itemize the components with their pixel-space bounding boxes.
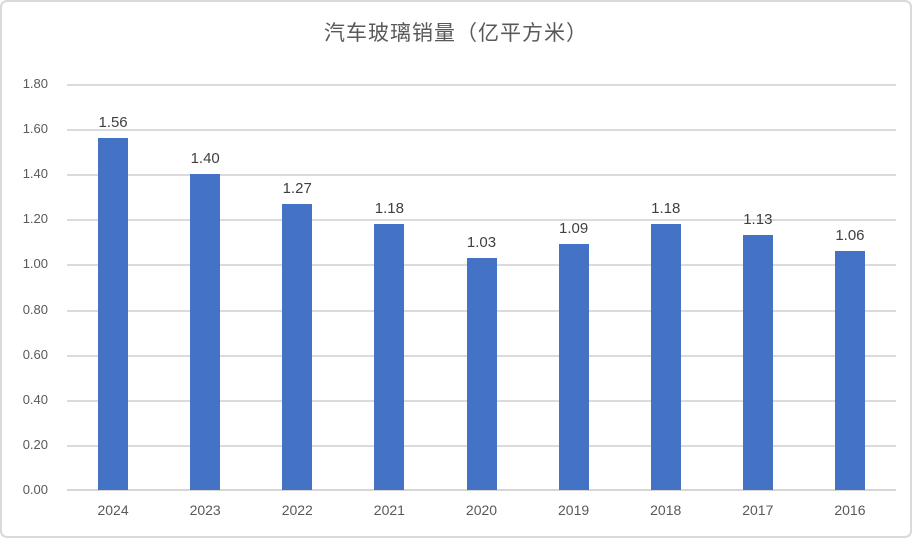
y-axis-tick-label: 1.40 (22, 166, 48, 182)
y-axis-tick-label: 0.00 (22, 482, 48, 497)
bar-value-label: 1.18 (651, 199, 681, 217)
bar-value-label: 1.27 (282, 179, 312, 197)
bar-value-label: 1.09 (559, 220, 589, 238)
bar (742, 235, 773, 490)
bar-value-label: 1.56 (98, 114, 128, 132)
bar-value-label: 1.03 (466, 233, 497, 251)
y-axis-tick-label: 0.40 (22, 391, 48, 407)
y-axis-tick-label: 1.20 (22, 211, 48, 227)
gridline (67, 219, 896, 222)
bar (650, 223, 681, 490)
x-axis-line (67, 489, 896, 491)
x-axis-tick-label: 2021 (373, 502, 405, 518)
y-axis-tick-label: 0.20 (22, 436, 48, 452)
x-axis-tick-label: 2022 (281, 502, 313, 518)
bar-value-label: 1.06 (835, 226, 865, 244)
x-axis-tick-label: 2018 (650, 502, 682, 518)
gridline (67, 129, 896, 132)
bar (374, 223, 405, 490)
x-axis-tick-label: 2020 (465, 502, 498, 518)
gridline (67, 84, 896, 86)
bar (282, 203, 313, 490)
x-axis-tick-label: 2024 (97, 502, 129, 518)
bar-value-label: 1.40 (190, 150, 220, 168)
y-axis-tick-label: 0.60 (22, 346, 48, 362)
y-axis-tick-label: 0.80 (22, 301, 48, 317)
y-axis-tick-label: 1.00 (22, 256, 48, 272)
bar (190, 174, 221, 490)
gridline (67, 174, 896, 177)
bar-value-label: 1.18 (374, 199, 404, 217)
bar (98, 138, 129, 490)
plot-area: 1.56 1.40 1.27 1.18 1.03 1.09 1.18 1.13 1.06 202… (67, 84, 896, 518)
y-axis-tick-label: 1.80 (22, 76, 48, 91)
x-axis-tick-label: 2023 (189, 502, 221, 518)
x-axis-tick-label: 2019 (558, 502, 590, 518)
y-axis-tick-label: 1.60 (22, 121, 48, 137)
x-axis-tick-label: 2016 (834, 502, 866, 518)
bar (558, 244, 589, 490)
bar-value-label: 1.13 (743, 211, 773, 229)
x-axis-tick-label: 2017 (742, 502, 774, 518)
bar (466, 257, 497, 490)
bar (834, 250, 865, 490)
chart-title: 汽车玻璃销量（亿平方米） (324, 22, 588, 45)
